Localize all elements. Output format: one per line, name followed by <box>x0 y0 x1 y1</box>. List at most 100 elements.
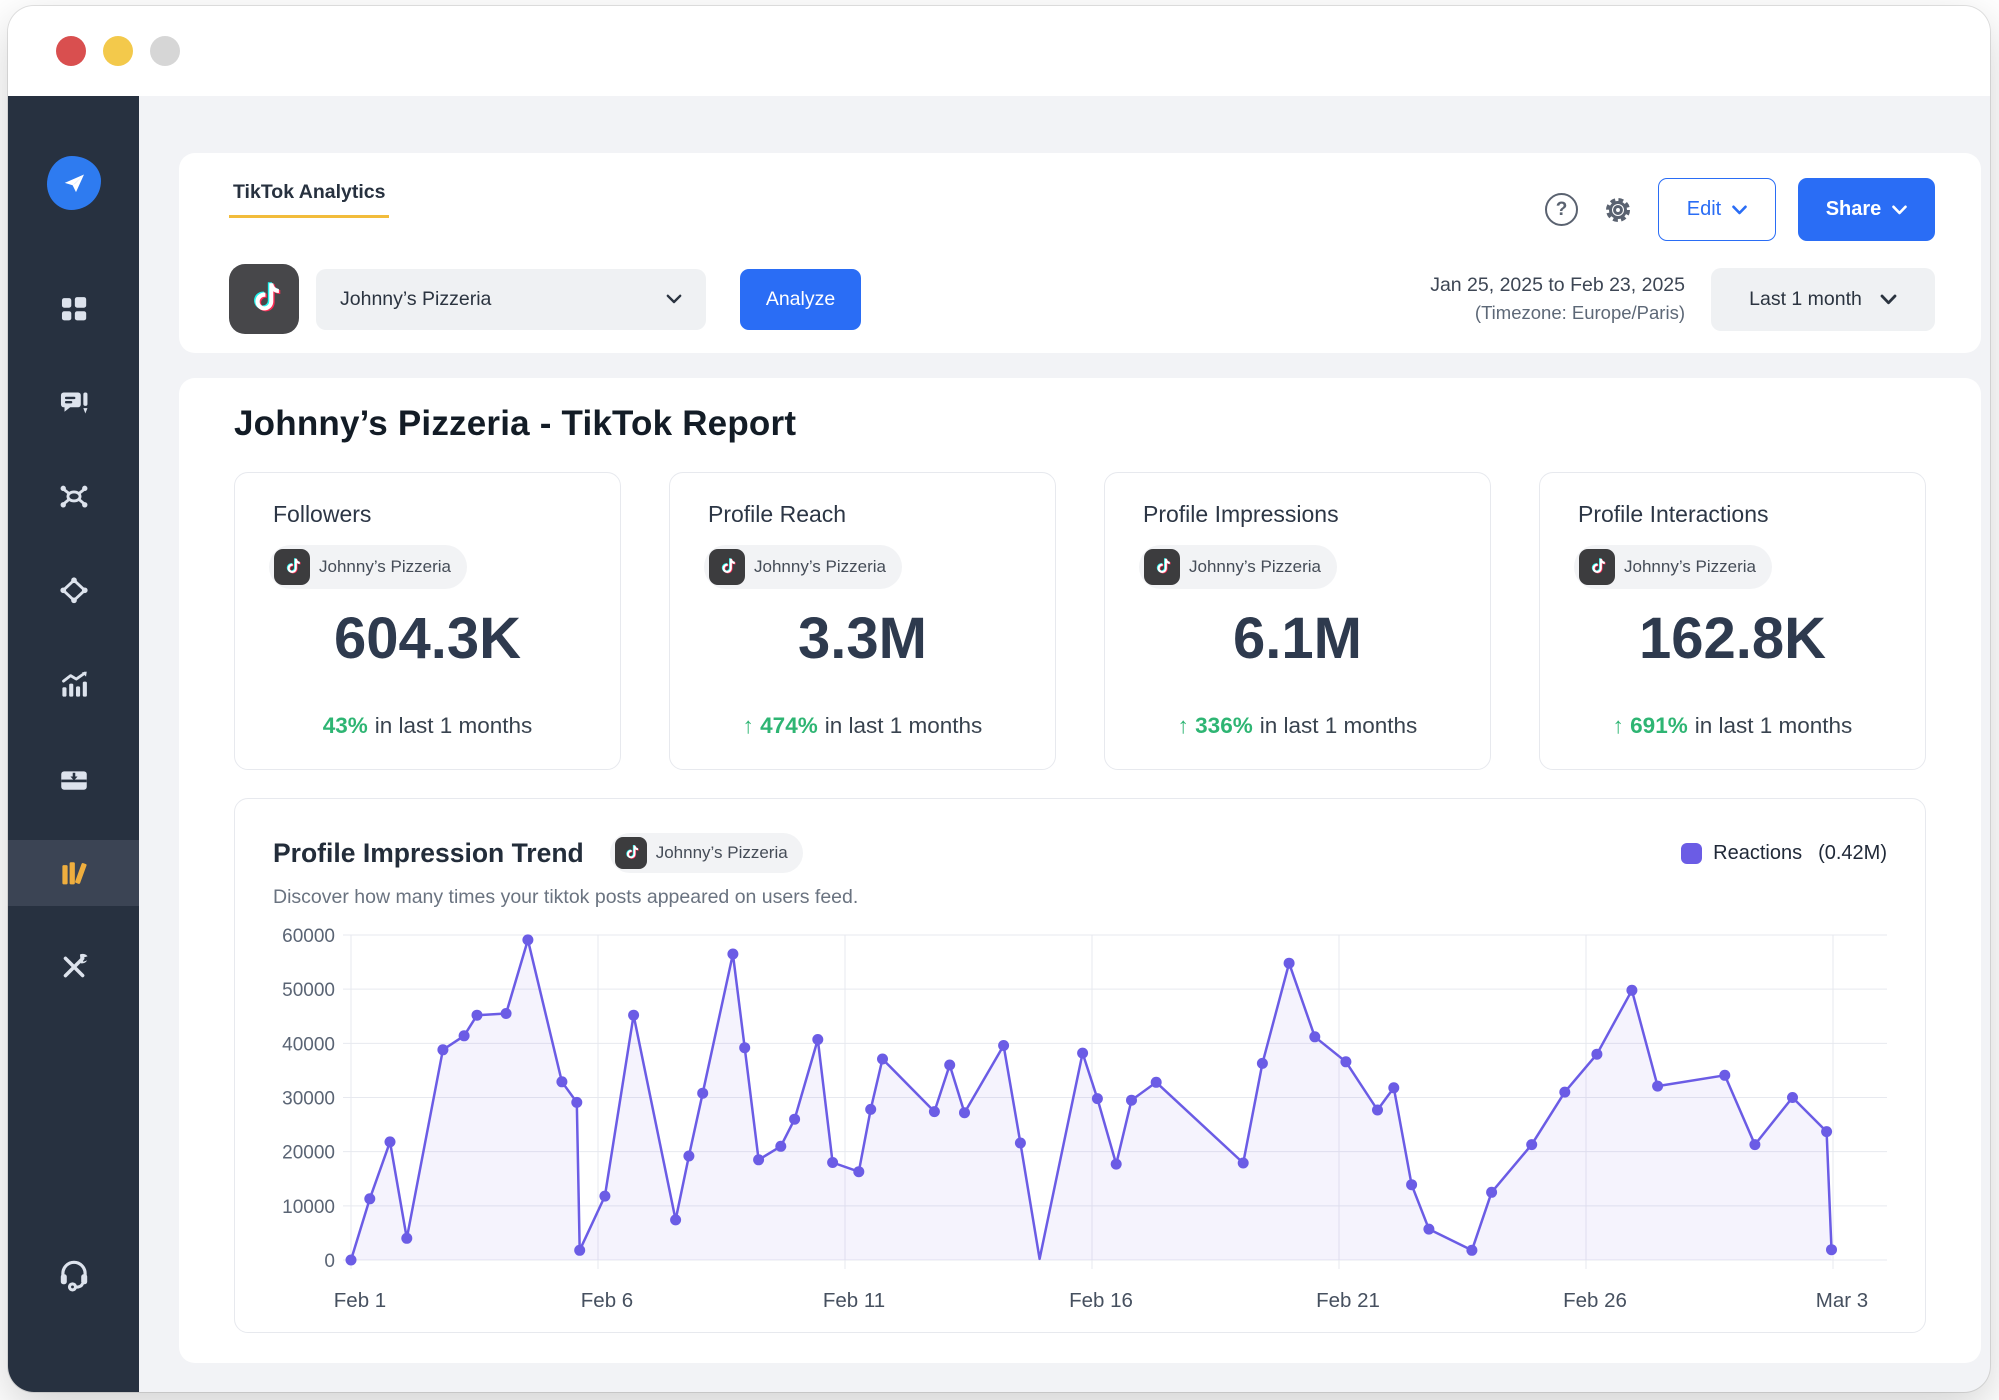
account-badge-label: Johnny’s Pizzeria <box>655 843 788 862</box>
metric-change: 43% in last 1 months <box>235 713 620 739</box>
sidebar-item-network[interactable] <box>8 450 139 544</box>
tools-icon <box>57 950 91 984</box>
account-toolbar: Johnny’s Pizzeria Analyze Jan 25, 2025 t… <box>229 264 1935 334</box>
change-percent: ↑ 336% <box>1177 713 1253 738</box>
date-controls: Jan 25, 2025 to Feb 23, 2025 (Timezone: … <box>1430 267 1935 331</box>
metric-change: ↑ 474% in last 1 months <box>670 713 1055 739</box>
svg-text:20000: 20000 <box>282 1143 335 1164</box>
change-percent: 43% <box>322 713 368 738</box>
metric-change: ↑ 691% in last 1 months <box>1540 713 1925 739</box>
account-badge-label: Johnny’s Pizzeria <box>319 557 451 576</box>
edit-button[interactable]: Edit <box>1658 178 1776 241</box>
main-content: TikTok Analytics ? Edit <box>139 96 1990 1392</box>
legend-reactions[interactable]: Reactions (0.42M) <box>1681 842 1887 865</box>
header-actions: ? Edit <box>1545 178 1935 241</box>
account-select[interactable]: Johnny’s Pizzeria <box>316 268 706 330</box>
share-button-label: Share <box>1825 198 1882 220</box>
change-percent: ↑ 474% <box>742 713 818 738</box>
svg-text:0: 0 <box>324 1251 335 1272</box>
sidebar-item-library[interactable] <box>8 840 139 906</box>
legend-value: (0.42M) <box>1818 841 1887 864</box>
analytics-bars-icon <box>57 668 91 702</box>
window-titlebar <box>8 6 1990 96</box>
tiktok-icon <box>614 837 647 869</box>
gear-icon[interactable] <box>1600 192 1636 228</box>
chart-area: 0 10000 20000 30000 40000 50000 60000 Feb 1 Feb … <box>273 923 1887 1316</box>
library-books-icon <box>57 856 91 890</box>
metric-change: ↑ 336% in last 1 months <box>1105 713 1490 739</box>
tab-tiktok-analytics[interactable]: TikTok Analytics <box>229 181 390 218</box>
svg-text:Feb 26: Feb 26 <box>1563 1289 1627 1311</box>
edit-button-label: Edit <box>1686 198 1722 220</box>
chevron-down-icon <box>1880 294 1897 305</box>
tiktok-icon <box>709 549 745 585</box>
date-range-display: Jan 25, 2025 to Feb 23, 2025 (Timezone: … <box>1430 274 1685 324</box>
route-diamond-icon <box>57 574 91 608</box>
period-select-value: Last 1 month <box>1749 287 1862 310</box>
svg-text:60000: 60000 <box>282 926 335 947</box>
minimize-window-button[interactable] <box>103 36 133 66</box>
metric-title: Profile Impressions <box>1143 501 1339 527</box>
svg-text:30000: 30000 <box>282 1089 335 1110</box>
chart-header: Profile Impression Trend Johnny’s <box>273 833 1887 873</box>
svg-text:50000: 50000 <box>282 980 335 1001</box>
sidebar-item-route[interactable] <box>8 544 139 638</box>
analytics-header-card: TikTok Analytics ? Edit <box>179 153 1981 353</box>
chart-title: Profile Impression Trend <box>273 837 584 868</box>
sidebar-item-analytics[interactable] <box>8 638 139 732</box>
chevron-down-icon <box>1732 204 1748 215</box>
tiktok-icon <box>1144 549 1180 585</box>
help-icon[interactable]: ? <box>1545 193 1578 226</box>
account-badge: Johnny’s Pizzeria <box>609 833 803 873</box>
account-select-value: Johnny’s Pizzeria <box>340 287 492 310</box>
change-percent: ↑ 691% <box>1612 713 1688 738</box>
share-button[interactable]: Share <box>1798 178 1935 241</box>
tiktok-icon <box>1579 549 1615 585</box>
svg-text:Feb 11: Feb 11 <box>823 1289 885 1311</box>
sidebar-item-support[interactable] <box>8 1256 139 1292</box>
period-select[interactable]: Last 1 month <box>1711 267 1935 331</box>
date-range-text: Jan 25, 2025 to Feb 23, 2025 <box>1430 274 1685 296</box>
chevron-down-icon <box>1892 204 1908 215</box>
svg-text:Feb 6: Feb 6 <box>581 1289 633 1311</box>
page-title: Johnny’s Pizzeria - TikTok Report <box>234 404 797 443</box>
metric-card-followers: Followers Johnny’s Pizzeria <box>234 472 621 770</box>
sidebar-item-inbox[interactable] <box>8 732 139 826</box>
close-window-button[interactable] <box>56 36 86 66</box>
network-hub-icon <box>57 480 91 514</box>
metric-title: Profile Reach <box>708 501 847 527</box>
svg-text:Feb 21: Feb 21 <box>1316 1289 1380 1311</box>
svg-text:Mar 3: Mar 3 <box>1816 1289 1868 1311</box>
legend-swatch-icon <box>1681 842 1703 864</box>
sidebar-item-posts[interactable] <box>8 356 139 450</box>
timezone-text: (Timezone: Europe/Paris) <box>1474 302 1685 323</box>
tiktok-icon <box>274 549 310 585</box>
paper-plane-icon <box>59 168 89 198</box>
dashboard-grid-icon <box>57 292 91 326</box>
svg-text:Feb 16: Feb 16 <box>1069 1289 1133 1311</box>
metric-value: 604.3K <box>333 606 522 671</box>
account-badge-label: Johnny’s Pizzeria <box>1624 557 1756 576</box>
svg-text:40000: 40000 <box>282 1034 335 1055</box>
zoom-window-button[interactable] <box>150 36 180 66</box>
report-card: Johnny’s Pizzeria - TikTok Report Follow… <box>179 378 1981 1363</box>
account-badge: Johnny’s Pizzeria <box>1139 545 1337 589</box>
chevron-down-icon <box>666 294 682 304</box>
chart-subtitle: Discover how many times your tiktok post… <box>273 886 859 908</box>
impressions-trend-line-chart: 0 10000 20000 30000 40000 50000 60000 Feb 1 Feb … <box>282 926 1887 1312</box>
metric-card-profile-impressions: Profile Impressions Johnny’s Pizze <box>1104 472 1491 770</box>
posts-comment-icon <box>57 386 91 420</box>
analyze-button[interactable]: Analyze <box>740 268 861 330</box>
legend-label: Reactions <box>1713 841 1803 864</box>
account-badge-label: Johnny’s Pizzeria <box>1189 557 1321 576</box>
sidebar-item-tools[interactable] <box>8 920 139 1014</box>
headset-icon <box>56 1256 92 1292</box>
app-logo[interactable] <box>46 156 101 210</box>
metric-card-profile-reach: Profile Reach Johnny’s Pizzeria <box>669 472 1056 770</box>
change-suffix: in last 1 months <box>1694 713 1853 738</box>
sidebar-nav <box>8 262 139 1014</box>
metric-title: Followers <box>273 501 372 527</box>
sidebar-item-dashboard[interactable] <box>8 262 139 356</box>
window-controls <box>56 36 180 66</box>
